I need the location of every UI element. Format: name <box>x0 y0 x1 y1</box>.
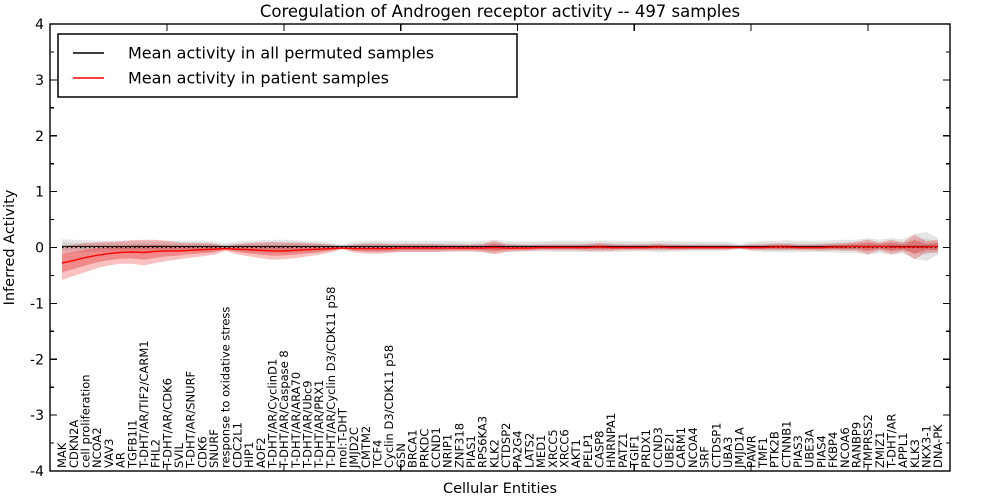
y-tick-label: -1 <box>30 296 44 312</box>
legend-label-permuted: Mean activity in all permuted samples <box>128 44 434 63</box>
y-tick-label: 0 <box>35 241 44 257</box>
x-category-label: PIAS4 <box>814 435 828 468</box>
x-category-label: UBE2I <box>663 434 677 468</box>
x-category-label: cell proliferation <box>79 374 93 468</box>
x-category-label: CTDSP1 <box>709 423 723 468</box>
x-category-label: RANBP9 <box>849 422 863 468</box>
x-category-label: BRCA1 <box>406 429 420 468</box>
x-category-label: PA2G4 <box>511 430 525 468</box>
y-tick-label: 3 <box>35 73 44 89</box>
x-category-label: PIAS1 <box>464 435 478 468</box>
x-category-label: PAWR <box>744 435 758 468</box>
x-category-label: CDC2L1 <box>230 422 244 468</box>
x-category-label: response to oxidative stress <box>219 307 233 468</box>
x-category-label: T-DHT/AR <box>884 414 898 469</box>
x-category-label: T-DHT/AR/Caspase 8 <box>277 350 291 469</box>
x-category-label: FHL2 <box>149 439 163 468</box>
y-tick-label: 4 <box>35 17 44 33</box>
x-category-label: T-DHT/AR/CDK6 <box>160 378 174 469</box>
x-category-label: CCND3 <box>651 427 665 468</box>
x-category-label: APPL1 <box>896 433 910 468</box>
x-category-label: PATZ1 <box>616 433 630 468</box>
x-category-label: CMTM2 <box>359 426 373 468</box>
x-category-label: MAK <box>55 442 69 468</box>
axes-frame <box>49 23 951 472</box>
legend-box <box>57 33 518 98</box>
x-category-label: TMPRSS2 <box>861 414 875 469</box>
x-category-label: mol:T-DHT <box>336 407 350 468</box>
x-category-label: DNA-PK <box>931 424 945 468</box>
x-category-label: AR <box>114 452 128 468</box>
x-category-label: PTK2B <box>768 431 782 468</box>
x-category-label: TGIF1 <box>628 435 642 469</box>
x-category-label: NCOA4 <box>686 427 700 468</box>
x-category-label: T-DHT/AR/PRX1 <box>312 380 326 469</box>
x-category-label: CCND1 <box>429 427 443 468</box>
x-category-label: LATS2 <box>522 433 536 468</box>
x-category-label: TGFB1I1 <box>125 420 139 469</box>
y-tick-label: 2 <box>35 129 44 145</box>
x-category-label: SRF <box>698 446 712 468</box>
legend-label-patient: Mean activity in patient samples <box>128 69 389 88</box>
y-tick-label: -4 <box>30 464 44 480</box>
x-category-label: T-DHT/AR/SNURF <box>184 371 198 469</box>
line-patient-mean <box>61 245 939 264</box>
x-category-label: NCOA2 <box>90 427 104 468</box>
chart-title: Coregulation of Androgen receptor activi… <box>260 2 740 21</box>
x-category-label: UBE3A <box>803 429 817 468</box>
x-category-label: NKX3-1 <box>920 425 934 468</box>
x-category-label: T-DHT/AR/TIF2/CARM1 <box>137 340 151 469</box>
x-category-label: CTNNB1 <box>779 421 793 468</box>
x-category-label: HIP1 <box>242 442 256 468</box>
x-category-label: SNURF <box>207 429 221 468</box>
x-category-label: NRIP1 <box>441 434 455 468</box>
x-category-label: Cyclin D3/CDK11 p58 <box>382 345 396 468</box>
x-category-label: CDK6 <box>195 436 209 468</box>
x-category-label: JMJD1A <box>733 427 747 469</box>
y-tick-label: -2 <box>30 352 44 368</box>
y-tick-label: -3 <box>30 408 44 424</box>
x-category-label: GSN <box>394 443 408 468</box>
y-tick-label: 1 <box>35 185 44 201</box>
x-category-label: UBA3 <box>721 437 735 469</box>
x-axis-title: Cellular Entities <box>443 481 557 497</box>
legend: Mean activity in all permuted samples Me… <box>57 33 518 98</box>
x-category-label: FKBP4 <box>826 432 840 468</box>
x-category-label: PRDX1 <box>639 429 653 468</box>
x-category-label: T-DHT/AR/ARA70 <box>289 372 303 469</box>
x-category-label: XRCC5 <box>546 429 560 468</box>
x-category-label: JMJD2C <box>347 427 361 469</box>
x-category-label: T-DHT/AR/Ubc9 <box>300 380 314 469</box>
x-category-label: AKT1 <box>569 439 583 468</box>
band-patient-inner <box>62 240 938 273</box>
x-category-label: MED1 <box>534 435 548 468</box>
y-axis-title: Inferred Activity <box>2 189 18 305</box>
x-category-label: KLK2 <box>487 439 501 468</box>
x-category-label: CASP8 <box>592 431 606 468</box>
x-category-label: T-DHT/AR/CyclinD1 <box>265 359 279 469</box>
x-category-label: KLK3 <box>908 439 922 468</box>
x-category-label: PIAS3 <box>791 435 805 468</box>
x-category-label: T-DHT/AR/Cyclin D3/CDK11 p58 <box>324 287 338 469</box>
x-category-label: PELP1 <box>581 433 595 468</box>
x-category-label: HNRNPA1 <box>604 413 618 468</box>
x-category-label: VAV3 <box>102 439 116 468</box>
x-category-label: TMF1 <box>756 437 770 469</box>
x-category-label: CARM1 <box>674 427 688 468</box>
x-category-label: XRCC6 <box>557 429 571 468</box>
x-category-label: RPS6KA3 <box>476 416 490 468</box>
x-category-label: NCOA6 <box>838 427 852 468</box>
x-category-label: PRKDC <box>417 429 431 468</box>
x-category-label: AOF2 <box>254 437 268 468</box>
x-category-label: CDKN2A <box>67 420 81 468</box>
x-category-label: ZNF318 <box>452 423 466 468</box>
x-category-label: TCF4 <box>371 440 385 469</box>
x-category-label: CTDSP2 <box>499 423 513 468</box>
x-category-label: SVIL <box>172 442 186 468</box>
x-category-label: ZMIZ1 <box>873 432 887 468</box>
